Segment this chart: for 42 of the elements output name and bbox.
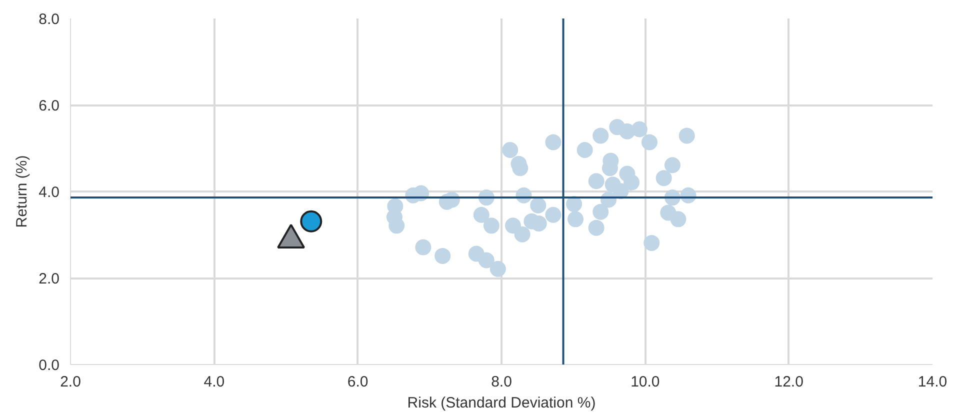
point: [300, 210, 322, 232]
point: [588, 220, 604, 236]
y-axis-title: Return (%): [14, 155, 31, 228]
y-tick-label: 6.0: [38, 98, 60, 114]
x-tick-label: 4.0: [204, 374, 225, 390]
x-tick-label: 6.0: [347, 374, 368, 390]
point: [530, 197, 546, 214]
point: [388, 218, 405, 234]
point: [576, 142, 593, 158]
point: [502, 142, 518, 158]
point: [592, 128, 609, 144]
point: [478, 252, 494, 268]
point: [415, 239, 432, 256]
point: [434, 248, 451, 264]
point: [631, 121, 648, 138]
x-axis-title: Risk (Standard Deviation %): [407, 394, 596, 412]
x-tick-label: 2.0: [60, 374, 81, 390]
x-tick-label: 8.0: [491, 374, 512, 390]
y-tick-label: 8.0: [38, 11, 60, 28]
point: [644, 234, 660, 251]
point: [567, 211, 584, 228]
point: [592, 204, 609, 220]
point: [473, 206, 490, 223]
point: [514, 226, 530, 242]
y-tick-label: 2.0: [38, 270, 60, 288]
x-tick-label: 14.0: [918, 374, 948, 390]
point: [670, 211, 686, 228]
point: [641, 134, 658, 150]
point: [678, 128, 695, 144]
point: [656, 170, 672, 186]
point: [566, 196, 582, 212]
point: [490, 260, 506, 277]
point: [664, 157, 680, 174]
x-tick-label: 12.0: [774, 374, 804, 390]
y-tick-label: 0.0: [38, 357, 60, 374]
point: [624, 174, 640, 190]
y-tick-label: 4.0: [38, 184, 60, 201]
point: [545, 134, 562, 150]
point: [483, 218, 500, 234]
point: [545, 206, 562, 223]
point: [588, 173, 604, 190]
x-tick-label: 10.0: [630, 374, 660, 390]
